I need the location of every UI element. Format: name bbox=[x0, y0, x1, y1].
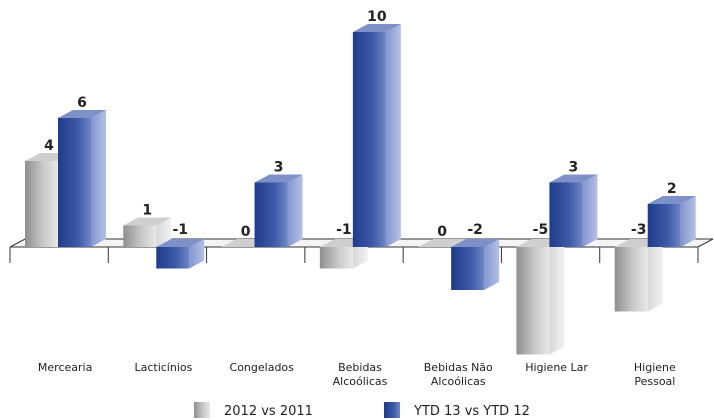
bar-top bbox=[352, 24, 401, 32]
legend-swatch bbox=[194, 402, 210, 418]
value-label-ytd-13-vs-ytd-12-lacticinios: -1 bbox=[173, 222, 189, 238]
bar-front bbox=[647, 204, 681, 247]
bar-top bbox=[58, 110, 106, 118]
legend-label: YTD 13 vs YTD 12 bbox=[413, 404, 530, 419]
category-label-higiene-lar: Higiene Lar bbox=[525, 361, 588, 374]
bar-side bbox=[189, 239, 205, 269]
bar-2012-vs-2011-higiene-pessoal bbox=[614, 239, 663, 312]
bar-top bbox=[647, 196, 696, 204]
value-label-ytd-13-vs-ytd-12-higiene-pessoal: 2 bbox=[667, 181, 677, 197]
bar-front bbox=[549, 182, 583, 247]
bar-front bbox=[156, 247, 190, 269]
value-label-2012-vs-2011-lacticinios: 1 bbox=[142, 203, 152, 219]
value-label-2012-vs-2011-higiene-lar: -5 bbox=[533, 222, 549, 238]
bar-front bbox=[254, 182, 288, 247]
bar-front bbox=[25, 161, 58, 247]
bar-2012-vs-2011-lacticinios bbox=[123, 217, 172, 247]
bar-side bbox=[680, 196, 696, 247]
bar-ytd-13-vs-ytd-12-congelados bbox=[254, 174, 303, 247]
category-label-lacticinios: Lacticínios bbox=[134, 361, 192, 374]
value-label-2012-vs-2011-congelados: 0 bbox=[241, 224, 251, 240]
bar-front bbox=[451, 247, 485, 290]
bar-ytd-13-vs-ytd-12-higiene-lar bbox=[549, 174, 598, 247]
bar-front bbox=[319, 247, 353, 269]
category-label-bebidas-nao-alcoolicas: Bebidas Não Alcoólicas bbox=[424, 361, 493, 388]
value-label-2012-vs-2011-higiene-pessoal: -3 bbox=[631, 222, 647, 238]
bar-front bbox=[58, 118, 91, 247]
value-label-2012-vs-2011-mercearia: 4 bbox=[44, 138, 54, 154]
category-label-bebidas-alcoolicas: Bebidas Alcoólicas bbox=[333, 361, 388, 388]
legend-item-2012-vs-2011: 2012 vs 2011 bbox=[194, 402, 313, 419]
bar-top bbox=[156, 239, 205, 247]
legend: 2012 vs 2011 YTD 13 vs YTD 12 bbox=[194, 402, 530, 419]
bar-2012-vs-2011-bebidas-nao-alcoolicas bbox=[418, 239, 467, 247]
bar-side bbox=[287, 174, 303, 247]
bar-ytd-13-vs-ytd-12-higiene-pessoal bbox=[647, 196, 696, 247]
value-label-ytd-13-vs-ytd-12-bebidas-alcoolicas: 10 bbox=[367, 9, 387, 25]
bar-front bbox=[352, 32, 386, 247]
bar-side bbox=[549, 239, 565, 355]
bar-ytd-13-vs-ytd-12-bebidas-alcoolicas bbox=[352, 24, 401, 247]
bar-front bbox=[614, 247, 648, 312]
value-label-ytd-13-vs-ytd-12-mercearia: 6 bbox=[77, 95, 87, 111]
bar-ytd-13-vs-ytd-12-bebidas-nao-alcoolicas bbox=[451, 239, 500, 290]
value-label-ytd-13-vs-ytd-12-congelados: 3 bbox=[274, 160, 284, 176]
labels-layer: 4 6 Mercearia 1 -1 Lacticínios 0 3 Congelados -1 1… bbox=[38, 9, 677, 388]
legend-item-ytd-13-vs-ytd-12: YTD 13 vs YTD 12 bbox=[384, 402, 530, 419]
legend-label: 2012 vs 2011 bbox=[224, 404, 313, 419]
value-label-2012-vs-2011-bebidas-nao-alcoolicas: 0 bbox=[437, 224, 447, 240]
value-label-ytd-13-vs-ytd-12-bebidas-nao-alcoolicas: -2 bbox=[467, 222, 483, 238]
bar-2012-vs-2011-higiene-lar bbox=[516, 239, 565, 355]
bar-front bbox=[516, 247, 550, 355]
bar-top bbox=[254, 174, 303, 183]
bar-side bbox=[484, 239, 500, 290]
bar-side bbox=[385, 24, 401, 247]
bar-front bbox=[123, 225, 157, 247]
legend-swatch bbox=[384, 402, 400, 418]
bar-top bbox=[451, 239, 500, 247]
value-label-2012-vs-2011-bebidas-alcoolicas: -1 bbox=[336, 222, 352, 238]
bar-side bbox=[156, 217, 172, 247]
bar-side bbox=[582, 174, 598, 247]
bars-layer bbox=[25, 24, 696, 355]
bar-ytd-13-vs-ytd-12-lacticinios bbox=[156, 239, 205, 269]
bar-ytd-13-vs-ytd-12-mercearia bbox=[58, 110, 106, 247]
bar-side bbox=[91, 110, 106, 247]
bar-top bbox=[549, 174, 598, 183]
bar-side bbox=[647, 239, 663, 312]
value-label-ytd-13-vs-ytd-12-higiene-lar: 3 bbox=[569, 160, 579, 176]
bar-top bbox=[418, 239, 467, 247]
bar-top bbox=[123, 217, 172, 226]
category-label-congelados: Congelados bbox=[230, 361, 295, 374]
category-label-mercearia: Mercearia bbox=[38, 361, 92, 374]
category-label-higiene-pessoal: Higiene Pessoal bbox=[634, 361, 676, 388]
